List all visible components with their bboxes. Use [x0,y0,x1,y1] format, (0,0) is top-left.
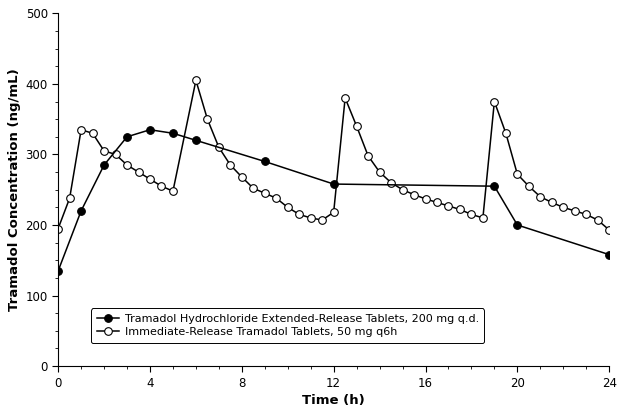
Immediate-Release Tramadol Tablets, 50 mg q6h [307,215,314,220]
Immediate-Release Tramadol Tablets, 50 mg q6h [66,196,73,201]
Immediate-Release Tramadol Tablets, 50 mg q6h [135,170,142,175]
Line: Tramadol Hydrochloride Extended-Release Tablets, 200 mg q.d.: Tramadol Hydrochloride Extended-Release … [54,126,613,275]
Immediate-Release Tramadol Tablets, 50 mg q6h [422,196,429,201]
Immediate-Release Tramadol Tablets, 50 mg q6h [388,180,395,185]
Immediate-Release Tramadol Tablets, 50 mg q6h [433,200,441,205]
Immediate-Release Tramadol Tablets, 50 mg q6h [123,163,131,168]
Immediate-Release Tramadol Tablets, 50 mg q6h [227,163,234,168]
Immediate-Release Tramadol Tablets, 50 mg q6h [525,184,532,189]
Tramadol Hydrochloride Extended-Release Tablets, 200 mg q.d. [261,159,269,164]
X-axis label: Time (h): Time (h) [302,394,365,407]
Immediate-Release Tramadol Tablets, 50 mg q6h [330,210,338,215]
Immediate-Release Tramadol Tablets, 50 mg q6h [502,131,509,136]
Immediate-Release Tramadol Tablets, 50 mg q6h [456,207,464,212]
Immediate-Release Tramadol Tablets, 50 mg q6h [238,175,246,180]
Tramadol Hydrochloride Extended-Release Tablets, 200 mg q.d. [146,127,154,132]
Immediate-Release Tramadol Tablets, 50 mg q6h [514,172,521,177]
Immediate-Release Tramadol Tablets, 50 mg q6h [89,131,96,136]
Immediate-Release Tramadol Tablets, 50 mg q6h [54,226,62,231]
Tramadol Hydrochloride Extended-Release Tablets, 200 mg q.d. [123,134,131,139]
Line: Immediate-Release Tramadol Tablets, 50 mg q6h: Immediate-Release Tramadol Tablets, 50 m… [54,76,613,234]
Immediate-Release Tramadol Tablets, 50 mg q6h [215,145,222,150]
Immediate-Release Tramadol Tablets, 50 mg q6h [319,217,326,222]
Immediate-Release Tramadol Tablets, 50 mg q6h [261,191,269,196]
Tramadol Hydrochloride Extended-Release Tablets, 200 mg q.d. [606,252,613,257]
Immediate-Release Tramadol Tablets, 50 mg q6h [146,177,154,182]
Tramadol Hydrochloride Extended-Release Tablets, 200 mg q.d. [169,131,177,136]
Tramadol Hydrochloride Extended-Release Tablets, 200 mg q.d. [330,182,338,187]
Immediate-Release Tramadol Tablets, 50 mg q6h [536,194,544,199]
Immediate-Release Tramadol Tablets, 50 mg q6h [296,212,303,217]
Immediate-Release Tramadol Tablets, 50 mg q6h [78,127,85,132]
Tramadol Hydrochloride Extended-Release Tablets, 200 mg q.d. [78,208,85,213]
Immediate-Release Tramadol Tablets, 50 mg q6h [571,208,579,213]
Immediate-Release Tramadol Tablets, 50 mg q6h [410,192,418,197]
Immediate-Release Tramadol Tablets, 50 mg q6h [399,187,406,192]
Legend: Tramadol Hydrochloride Extended-Release Tablets, 200 mg q.d., Immediate-Release : Tramadol Hydrochloride Extended-Release … [91,308,484,343]
Immediate-Release Tramadol Tablets, 50 mg q6h [169,189,177,194]
Immediate-Release Tramadol Tablets, 50 mg q6h [582,212,590,217]
Immediate-Release Tramadol Tablets, 50 mg q6h [272,196,280,201]
Immediate-Release Tramadol Tablets, 50 mg q6h [606,227,613,232]
Immediate-Release Tramadol Tablets, 50 mg q6h [341,95,349,100]
Immediate-Release Tramadol Tablets, 50 mg q6h [112,152,119,157]
Immediate-Release Tramadol Tablets, 50 mg q6h [249,186,257,191]
Immediate-Release Tramadol Tablets, 50 mg q6h [204,117,211,122]
Immediate-Release Tramadol Tablets, 50 mg q6h [158,184,165,189]
Tramadol Hydrochloride Extended-Release Tablets, 200 mg q.d. [54,269,62,273]
Immediate-Release Tramadol Tablets, 50 mg q6h [491,99,498,104]
Immediate-Release Tramadol Tablets, 50 mg q6h [479,215,487,220]
Immediate-Release Tramadol Tablets, 50 mg q6h [192,78,199,83]
Tramadol Hydrochloride Extended-Release Tablets, 200 mg q.d. [192,138,199,143]
Immediate-Release Tramadol Tablets, 50 mg q6h [353,124,361,129]
Immediate-Release Tramadol Tablets, 50 mg q6h [101,149,108,154]
Immediate-Release Tramadol Tablets, 50 mg q6h [376,170,383,175]
Immediate-Release Tramadol Tablets, 50 mg q6h [364,154,372,159]
Immediate-Release Tramadol Tablets, 50 mg q6h [548,200,556,205]
Immediate-Release Tramadol Tablets, 50 mg q6h [284,205,291,210]
Immediate-Release Tramadol Tablets, 50 mg q6h [559,205,567,210]
Tramadol Hydrochloride Extended-Release Tablets, 200 mg q.d. [514,222,521,227]
Immediate-Release Tramadol Tablets, 50 mg q6h [468,212,475,217]
Tramadol Hydrochloride Extended-Release Tablets, 200 mg q.d. [491,184,498,189]
Y-axis label: Tramadol Concentration (ng/mL): Tramadol Concentration (ng/mL) [8,68,21,311]
Immediate-Release Tramadol Tablets, 50 mg q6h [445,203,452,208]
Immediate-Release Tramadol Tablets, 50 mg q6h [594,217,601,222]
Tramadol Hydrochloride Extended-Release Tablets, 200 mg q.d. [101,163,108,168]
